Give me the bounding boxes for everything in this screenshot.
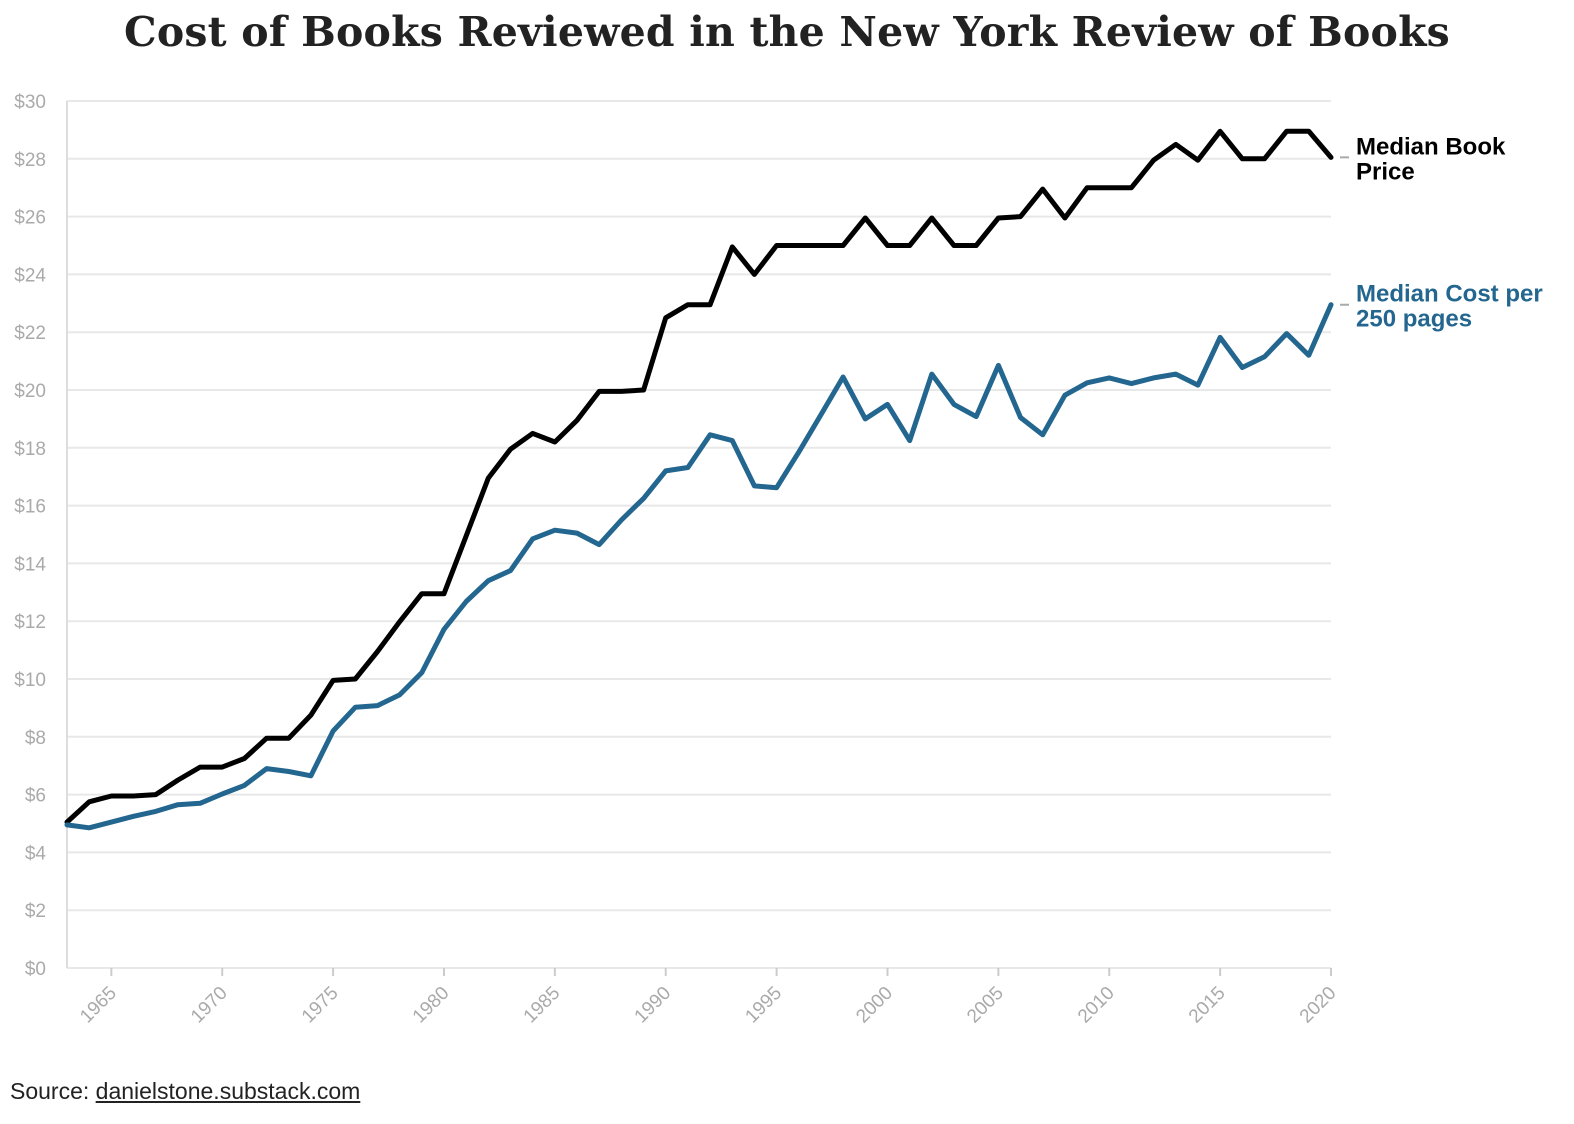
y-tick-label: $30	[14, 92, 46, 113]
y-tick-label: $12	[14, 612, 46, 633]
x-tick-label: 1990	[631, 983, 676, 1028]
x-tick-label: 1980	[409, 983, 454, 1028]
series-label-line: Price	[1356, 158, 1415, 185]
series-label-line: Median Cost per	[1356, 281, 1543, 308]
y-tick-label: $24	[14, 265, 46, 286]
series-label-line: 250 pages	[1356, 306, 1472, 333]
source-link[interactable]: danielstone.substack.com	[95, 1078, 361, 1104]
x-tick-label: 2000	[852, 983, 897, 1028]
x-tick-label: 2020	[1296, 983, 1341, 1028]
line-chart: $0 $2 $4 $6 $8 $10 $12 $14 $16 $18 $20 $22 $24 $26 $28…	[14, 92, 1543, 1028]
x-tick-label: 1995	[741, 983, 786, 1028]
series-labels: Median Book Price Median Cost per 250 pages	[1340, 133, 1543, 333]
y-tick-label: $26	[14, 208, 46, 229]
y-tick-label: $4	[25, 843, 47, 864]
gridlines	[67, 100, 1331, 969]
y-tick-label: $22	[14, 323, 46, 344]
x-tick-label: 2010	[1074, 983, 1119, 1028]
x-axis: 1965 1970 1975 1980 1985 1990 1995 2000 2005 2010…	[76, 968, 1341, 1028]
series-label-line: Median Book	[1356, 133, 1506, 160]
series-label-1: Median Cost per 250 pages	[1356, 281, 1543, 333]
y-tick-label: $6	[25, 786, 46, 807]
y-tick-label: $2	[25, 901, 46, 922]
series-label-0: Median Book Price	[1356, 133, 1506, 185]
y-tick-label: $14	[14, 554, 46, 575]
y-tick-label: $10	[14, 670, 46, 691]
series-line-1	[64, 302, 1334, 831]
series-lines	[64, 128, 1334, 831]
source-note: Source: danielstone.substack.com	[10, 1078, 360, 1105]
chart-title: Cost of Books Reviewed in the New York R…	[124, 8, 1450, 56]
y-tick-label: $16	[14, 497, 46, 518]
y-tick-label: $20	[14, 381, 46, 402]
x-tick-label: 2005	[963, 983, 1008, 1028]
x-tick-label: 1985	[520, 983, 565, 1028]
x-tick-label: 2015	[1185, 983, 1230, 1028]
x-tick-label: 1965	[76, 983, 121, 1028]
y-tick-label: $28	[14, 150, 46, 171]
y-tick-label: $8	[25, 728, 46, 749]
x-tick-label: 1975	[298, 983, 343, 1028]
x-tick-label: 1970	[187, 983, 232, 1028]
y-axis: $0 $2 $4 $6 $8 $10 $12 $14 $16 $18 $20 $22 $24 $26 $28…	[14, 92, 68, 980]
y-tick-label: $0	[25, 959, 46, 980]
source-label: Source:	[10, 1078, 90, 1104]
y-tick-label: $18	[14, 439, 46, 460]
series-line-0	[64, 128, 1334, 825]
